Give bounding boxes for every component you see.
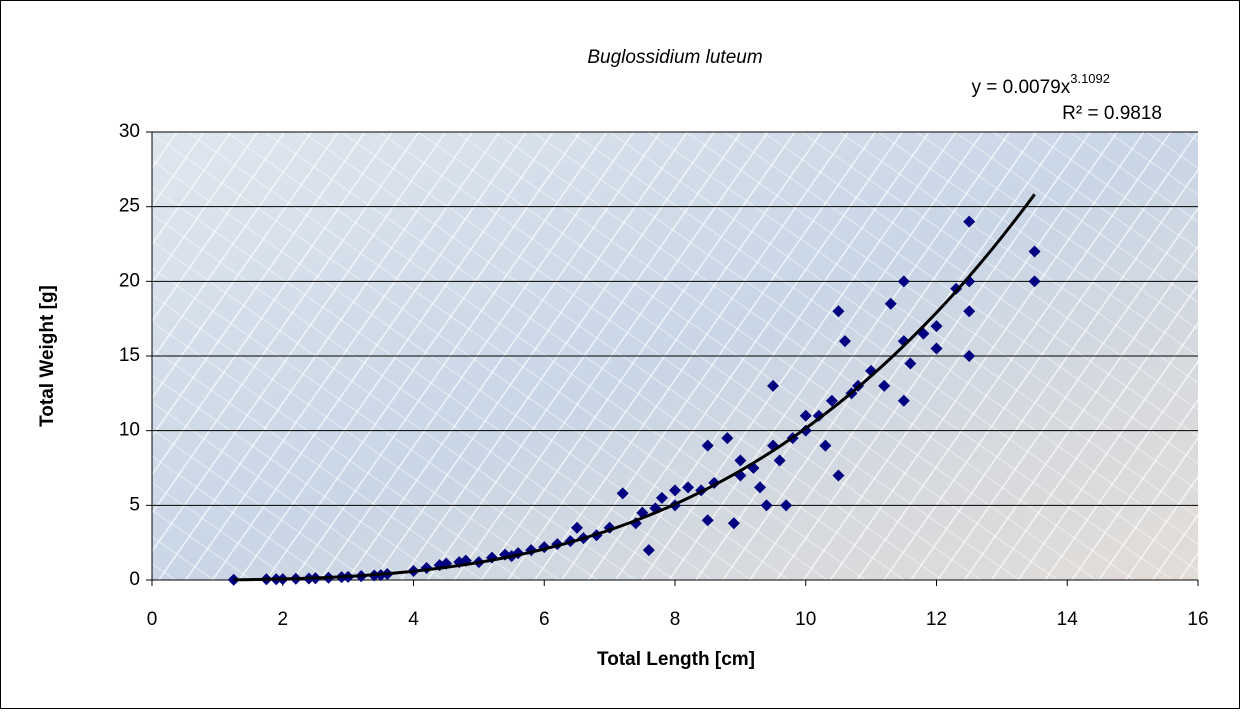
data-point bbox=[832, 305, 845, 318]
x-tick-label: 4 bbox=[408, 609, 419, 630]
x-tick-label: 10 bbox=[795, 609, 816, 630]
y-tick-label: 5 bbox=[129, 494, 140, 515]
data-point bbox=[767, 379, 780, 392]
data-point bbox=[963, 215, 976, 228]
chart-title: Buglossidium luteum bbox=[587, 47, 762, 68]
y-tick-label: 20 bbox=[119, 270, 140, 291]
data-point bbox=[838, 335, 851, 348]
trendline-equation: y = 0.0079x3.1092 bbox=[971, 71, 1110, 98]
equation-text: y = 0.0079x bbox=[971, 77, 1070, 98]
x-tick-label: 8 bbox=[670, 609, 681, 630]
data-point bbox=[963, 350, 976, 362]
y-tick-label: 10 bbox=[119, 420, 140, 441]
data-point bbox=[616, 487, 629, 500]
data-point bbox=[753, 481, 766, 494]
data-point bbox=[1028, 275, 1041, 288]
data-point bbox=[825, 394, 838, 407]
data-point bbox=[570, 521, 583, 534]
x-tick-label: 16 bbox=[1187, 609, 1208, 630]
data-point bbox=[819, 439, 832, 452]
y-tick-label: 25 bbox=[119, 196, 140, 217]
x-axis-label: Total Length [cm] bbox=[597, 649, 755, 670]
data-point bbox=[642, 544, 655, 557]
data-point bbox=[780, 499, 793, 512]
data-point bbox=[655, 491, 668, 504]
data-point bbox=[832, 469, 845, 482]
x-tick-label: 0 bbox=[147, 609, 158, 630]
data-point bbox=[884, 297, 897, 310]
data-point bbox=[930, 320, 943, 333]
y-tick-label: 15 bbox=[119, 345, 140, 366]
data-point bbox=[701, 514, 714, 527]
trendline bbox=[233, 193, 1036, 582]
x-tick-label: 6 bbox=[539, 609, 550, 630]
x-tick-label: 14 bbox=[1057, 609, 1079, 630]
data-point bbox=[773, 454, 786, 467]
data-point bbox=[760, 499, 773, 512]
equation-exponent: 3.1092 bbox=[1070, 71, 1110, 86]
data-point bbox=[734, 454, 747, 467]
y-axis-label: Total Weight [g] bbox=[37, 285, 58, 427]
x-tick-label: 2 bbox=[277, 609, 288, 630]
data-point bbox=[812, 409, 825, 422]
data-point bbox=[897, 394, 910, 407]
data-point bbox=[727, 517, 740, 530]
data-point bbox=[904, 357, 917, 370]
data-point bbox=[897, 275, 910, 288]
data-point bbox=[963, 305, 976, 318]
r-squared: R² = 0.9818 bbox=[1062, 103, 1162, 124]
data-point bbox=[878, 379, 891, 392]
data-point bbox=[701, 439, 714, 452]
data-point bbox=[799, 409, 812, 422]
data-point bbox=[1028, 245, 1041, 258]
data-point bbox=[721, 432, 734, 445]
data-point bbox=[669, 484, 681, 497]
data-point bbox=[930, 342, 943, 355]
x-tick-label: 12 bbox=[926, 609, 947, 630]
data-point bbox=[682, 481, 695, 494]
y-tick-label: 30 bbox=[119, 121, 140, 142]
y-tick-label: 0 bbox=[129, 569, 140, 590]
